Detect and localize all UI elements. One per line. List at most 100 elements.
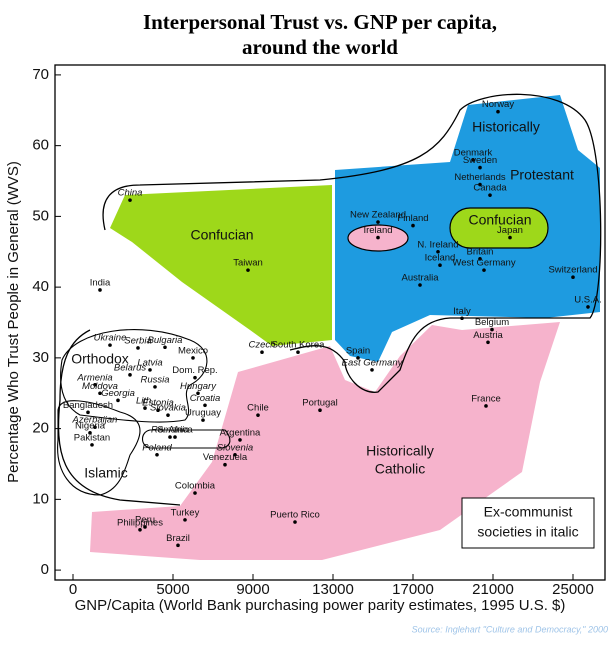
- point-label: Netherlands: [454, 172, 505, 183]
- point-label: Philippines: [117, 517, 163, 528]
- region-label: Catholic: [375, 461, 426, 477]
- point-label: Turkey: [171, 507, 200, 518]
- point-label: Switzerland: [548, 265, 597, 276]
- data-point: [370, 368, 374, 372]
- point-label: Slovenia: [217, 442, 253, 453]
- point-label: Armenia: [76, 372, 112, 383]
- data-point: [478, 165, 482, 170]
- data-point: [478, 257, 482, 261]
- data-point: [201, 418, 205, 422]
- data-point: [471, 157, 475, 162]
- point-label: Japan: [497, 225, 523, 236]
- data-point: [586, 305, 590, 309]
- data-point: [143, 406, 147, 410]
- point-label: Iceland: [425, 253, 456, 264]
- chart-title: around the world: [242, 35, 398, 59]
- point-label: Denmark: [454, 147, 493, 158]
- data-point: [183, 518, 187, 522]
- point-label: Ireland: [363, 225, 392, 236]
- point-label: Bangladesh: [63, 400, 113, 411]
- y-tick-label: 10: [32, 490, 49, 507]
- point-label: West Germany: [452, 258, 515, 269]
- region-label: Confucian: [468, 212, 531, 228]
- data-point: [98, 391, 102, 396]
- y-axis-label: Percentage Who Trust People in General (…: [5, 161, 22, 483]
- data-point: [293, 520, 297, 524]
- data-point: [168, 435, 172, 439]
- data-point: [356, 356, 360, 360]
- regions: [57, 93, 602, 560]
- point-label: S. Africa: [157, 425, 193, 436]
- region-label: Historically: [472, 119, 540, 135]
- data-point: [490, 327, 494, 332]
- data-point: [176, 543, 180, 548]
- data-point: [191, 356, 195, 360]
- data-point: [508, 235, 512, 240]
- x-tick-label: 0: [69, 581, 77, 598]
- data-point: [238, 438, 242, 442]
- x-tick-label: 21000: [472, 581, 514, 598]
- data-point: [166, 413, 170, 417]
- data-point: [223, 462, 227, 467]
- point-label: Britain: [467, 246, 494, 257]
- y-tick-label: 40: [32, 278, 49, 295]
- point-label: Chile: [247, 403, 269, 414]
- orthodox-outline: [60, 329, 208, 423]
- data-point: [153, 385, 157, 389]
- note-text: Ex-communist: [484, 504, 573, 520]
- data-point: [173, 435, 177, 439]
- point-label: Italy: [453, 306, 471, 317]
- confucian-region: [110, 185, 332, 346]
- data-point: [486, 340, 490, 345]
- point-label: Brazil: [166, 533, 190, 544]
- point-label: Latvia: [137, 357, 162, 368]
- point-label: China: [118, 188, 143, 199]
- point-label: Nigeria: [75, 420, 106, 431]
- y-tick-label: 60: [32, 137, 49, 154]
- region-label: Orthodox: [71, 351, 129, 367]
- x-tick-label: 13000: [312, 581, 354, 598]
- point-label: Hungary: [180, 381, 217, 392]
- point-label: New Zealand: [350, 210, 406, 221]
- data-point: [233, 452, 237, 457]
- data-point: [246, 268, 250, 272]
- data-point: [148, 368, 152, 372]
- note-box: [461, 497, 595, 549]
- point-label: Moldova: [82, 381, 118, 392]
- point-label: Belgium: [475, 317, 509, 328]
- data-point: [193, 491, 197, 495]
- point-label: Dom. Rep.: [172, 365, 217, 376]
- catholic-region: [90, 322, 560, 560]
- point-label: Australia: [402, 273, 440, 284]
- region-label: Historically: [366, 443, 434, 459]
- data-point: [482, 268, 486, 272]
- data-point: [138, 527, 142, 532]
- point-label: Uruguay: [185, 408, 221, 419]
- chart-title: Interpersonal Trust vs. GNP per capita,: [143, 10, 497, 34]
- confucian-region: [449, 207, 549, 249]
- region-label: Islamic: [84, 465, 128, 481]
- data-point: [93, 425, 97, 429]
- point-label: Bulgaria: [148, 335, 183, 346]
- point-label: Ukraine: [94, 333, 127, 344]
- point-label: Mexico: [178, 345, 208, 356]
- x-tick-label: 25000: [552, 581, 594, 598]
- data-point: [411, 223, 415, 228]
- data-point: [93, 382, 97, 387]
- data-point: [86, 410, 90, 415]
- point-label: Venezuela: [203, 452, 248, 463]
- data-point: [128, 198, 132, 202]
- point-label: Czech: [249, 340, 276, 351]
- data-point: [88, 431, 92, 435]
- point-label: Austria: [473, 330, 503, 341]
- point-label: Russia: [140, 374, 169, 385]
- data-point: [418, 283, 422, 287]
- data-point: [203, 403, 207, 408]
- point-label: Georgia: [101, 388, 135, 399]
- data-point: [571, 275, 575, 280]
- point-label: Taiwan: [233, 258, 263, 269]
- note-text: societies in italic: [477, 524, 578, 540]
- point-label: Portugal: [302, 398, 337, 409]
- point-label: Serbia: [124, 335, 151, 346]
